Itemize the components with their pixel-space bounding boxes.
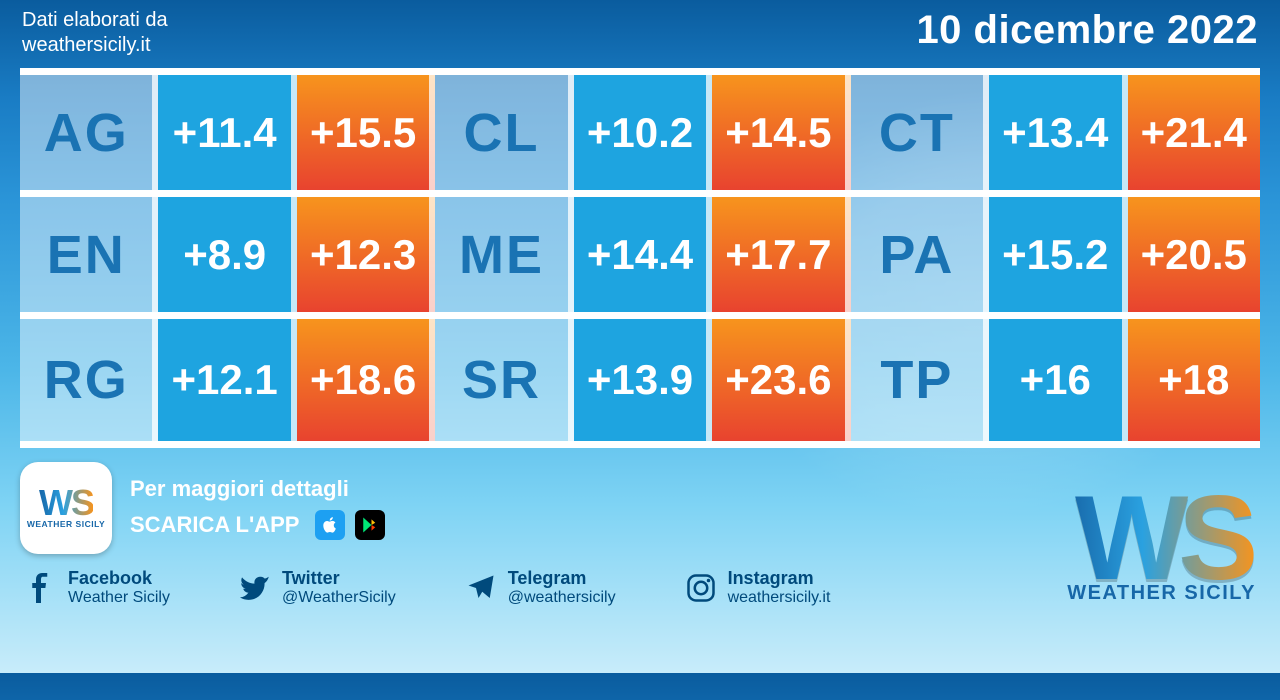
province-code: PA xyxy=(851,197,989,312)
temp-max: +20.5 xyxy=(1128,197,1260,312)
temp-min: +15.2 xyxy=(989,197,1127,312)
temp-min: +13.9 xyxy=(574,319,712,441)
province-code: CT xyxy=(851,75,989,190)
grid-row: AG+11.4+15.5CL+10.2+14.5CT+13.4+21.4 xyxy=(20,75,1260,197)
app-logo: WS WEATHER SICILY xyxy=(20,462,112,554)
social-handle: @weathersicily xyxy=(508,589,616,607)
grid-row: EN+8.9+12.3ME+14.4+17.7PA+15.2+20.5 xyxy=(20,197,1260,319)
province-code: CL xyxy=(435,75,573,190)
facebook-icon xyxy=(26,573,56,603)
header: Dati elaborati da weathersicily.it 10 di… xyxy=(0,0,1280,62)
temp-min: +12.1 xyxy=(158,319,296,441)
province-code: AG xyxy=(20,75,158,190)
header-source: Dati elaborati da weathersicily.it xyxy=(22,8,168,58)
telegram-icon xyxy=(466,573,496,603)
app-line2: SCARICA L'APP xyxy=(130,512,299,538)
province-code: ME xyxy=(435,197,573,312)
temp-min: +11.4 xyxy=(158,75,296,190)
temp-min: +16 xyxy=(989,319,1127,441)
province-code: RG xyxy=(20,319,158,441)
app-logo-text: WS xyxy=(39,487,93,519)
temp-max: +18.6 xyxy=(297,319,435,441)
header-date: 10 dicembre 2022 xyxy=(916,8,1258,53)
temp-min: +13.4 xyxy=(989,75,1127,190)
temp-max: +12.3 xyxy=(297,197,435,312)
temp-max: +14.5 xyxy=(712,75,850,190)
twitter-icon xyxy=(240,573,270,603)
social-name: Instagram xyxy=(728,568,831,589)
playstore-icon[interactable] xyxy=(355,510,385,540)
social-handle: @WeatherSicily xyxy=(282,589,396,607)
social-twitter[interactable]: Twitter @WeatherSicily xyxy=(240,568,396,607)
temp-max: +18 xyxy=(1128,319,1260,441)
social-name: Twitter xyxy=(282,568,396,589)
social-name: Telegram xyxy=(508,568,616,589)
temp-min: +8.9 xyxy=(158,197,296,312)
temp-min: +14.4 xyxy=(574,197,712,312)
social-handle: Weather Sicily xyxy=(68,589,170,607)
appstore-icon[interactable] xyxy=(315,510,345,540)
instagram-icon xyxy=(686,573,716,603)
social-name: Facebook xyxy=(68,568,170,589)
social-bar: Facebook Weather Sicily Twitter @Weather… xyxy=(0,562,1280,617)
source-site: weathersicily.it xyxy=(22,33,168,58)
social-handle: weathersicily.it xyxy=(728,589,831,607)
temp-min: +10.2 xyxy=(574,75,712,190)
province-code: EN xyxy=(20,197,158,312)
province-code: TP xyxy=(851,319,989,441)
grid-row: RG+12.1+18.6SR+13.9+23.6TP+16+18 xyxy=(20,319,1260,441)
social-telegram[interactable]: Telegram @weathersicily xyxy=(466,568,616,607)
temperature-grid: AG+11.4+15.5CL+10.2+14.5CT+13.4+21.4EN+8… xyxy=(20,68,1260,448)
source-label: Dati elaborati da xyxy=(22,8,168,33)
temp-max: +17.7 xyxy=(712,197,850,312)
app-text: Per maggiori dettagli SCARICA L'APP xyxy=(130,476,385,540)
app-logo-sub: WEATHER SICILY xyxy=(27,519,105,529)
social-instagram[interactable]: Instagram weathersicily.it xyxy=(686,568,831,607)
social-facebook[interactable]: Facebook Weather Sicily xyxy=(26,568,170,607)
temp-max: +23.6 xyxy=(712,319,850,441)
app-line1: Per maggiori dettagli xyxy=(130,476,385,502)
store-badges xyxy=(315,510,385,540)
temp-max: +21.4 xyxy=(1128,75,1260,190)
temp-max: +15.5 xyxy=(297,75,435,190)
province-code: SR xyxy=(435,319,573,441)
